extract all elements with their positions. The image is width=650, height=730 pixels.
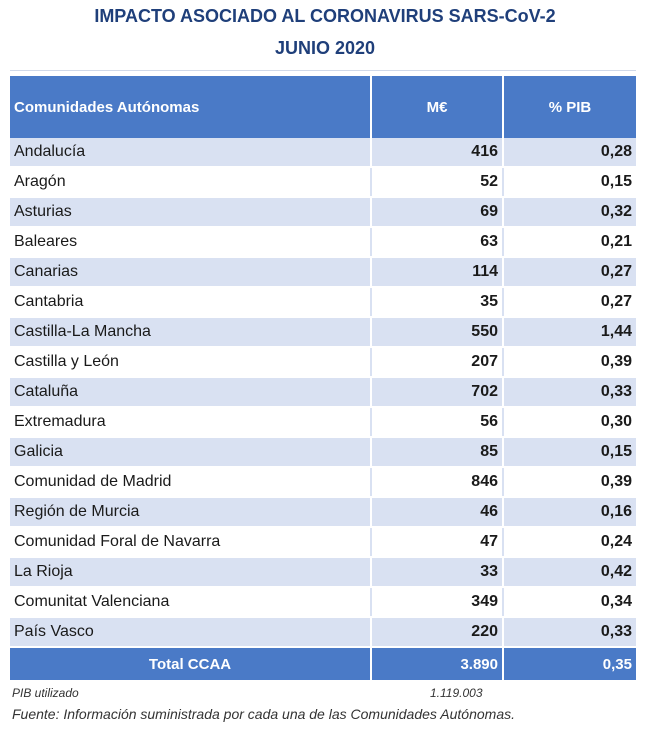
table-row: Cantabria 35 0,27 [10,287,636,318]
divider [10,70,636,71]
row-region: Castilla-La Mancha [10,317,372,348]
row-pib: 0,27 [503,257,636,288]
row-amount: 416 [371,138,504,168]
page-subtitle: JUNIO 2020 [274,38,376,58]
table-row: Comunidad Foral de Navarra 47 0,24 [10,527,636,558]
total-label: Total CCAA [10,647,372,680]
row-amount: 47 [371,527,504,558]
pib-label: PIB utilizado [12,686,79,700]
row-region: Comunidad Foral de Navarra [10,527,372,558]
table-row: Andalucía 416 0,28 [10,138,636,168]
row-pib: 0,24 [503,527,636,558]
row-region: Castilla y León [10,347,372,378]
table-row: Aragón 52 0,15 [10,167,636,198]
row-region: Aragón [10,167,372,198]
row-pib: 1,44 [503,317,636,348]
row-pib: 0,16 [503,497,636,528]
row-pib: 0,34 [503,587,636,618]
row-pib: 0,39 [503,467,636,498]
table-header-row: Comunidades Autónomas M€ % PIB [10,76,636,138]
table-row: La Rioja 33 0,42 [10,557,636,588]
row-amount: 702 [371,377,504,408]
row-region: Canarias [10,257,372,288]
row-region: Cantabria [10,287,372,318]
row-amount: 85 [371,437,504,468]
row-amount: 550 [371,317,504,348]
row-region: Andalucía [10,138,372,168]
total-amount: 3.890 [371,647,504,680]
table-row: Castilla-La Mancha 550 1,44 [10,317,636,348]
row-pib: 0,28 [503,138,636,168]
row-pib: 0,21 [503,227,636,258]
row-amount: 56 [371,407,504,438]
source-note: Fuente: Información suministrada por cad… [12,706,515,722]
row-amount: 33 [371,557,504,588]
row-pib: 0,32 [503,197,636,228]
header-region: Comunidades Autónomas [10,76,372,138]
row-amount: 35 [371,287,504,318]
row-amount: 69 [371,197,504,228]
row-pib: 0,27 [503,287,636,318]
table-row: Extremadura 56 0,30 [10,407,636,438]
table-row: Galicia 85 0,15 [10,437,636,468]
pib-value: 1.119.003 [430,686,483,700]
table-row: País Vasco 220 0,33 [10,617,636,648]
table-row: Asturias 69 0,32 [10,197,636,228]
row-region: País Vasco [10,617,372,648]
row-amount: 114 [371,257,504,288]
row-region: Extremadura [10,407,372,438]
total-pib: 0,35 [503,647,636,680]
row-region: Cataluña [10,377,372,408]
row-region: Región de Murcia [10,497,372,528]
row-region: Baleares [10,227,372,258]
row-amount: 349 [371,587,504,618]
table-row: Cataluña 702 0,33 [10,377,636,408]
row-amount: 46 [371,497,504,528]
row-amount: 846 [371,467,504,498]
row-region: Galicia [10,437,372,468]
row-region: Comunitat Valenciana [10,587,372,618]
row-pib: 0,33 [503,617,636,648]
row-region: La Rioja [10,557,372,588]
table-row: Región de Murcia 46 0,16 [10,497,636,528]
table-row: Comunitat Valenciana 349 0,34 [10,587,636,618]
row-region: Comunidad de Madrid [10,467,372,498]
row-region: Asturias [10,197,372,228]
row-amount: 52 [371,167,504,198]
header-amount: M€ [371,76,504,138]
row-amount: 63 [371,227,504,258]
row-pib: 0,15 [503,167,636,198]
row-pib: 0,39 [503,347,636,378]
data-table: Comunidades Autónomas M€ % PIB Andalucía… [10,76,636,680]
page-title: IMPACTO ASOCIADO AL CORONAVIRUS SARS-CoV… [94,6,556,26]
table-row: Baleares 63 0,21 [10,227,636,258]
table-row: Comunidad de Madrid 846 0,39 [10,467,636,498]
row-amount: 220 [371,617,504,648]
row-pib: 0,15 [503,437,636,468]
table-row: Castilla y León 207 0,39 [10,347,636,378]
row-pib: 0,30 [503,407,636,438]
table-total-row: Total CCAA 3.890 0,35 [10,647,636,680]
row-pib: 0,42 [503,557,636,588]
row-pib: 0,33 [503,377,636,408]
table-row: Canarias 114 0,27 [10,257,636,288]
header-pib: % PIB [503,76,636,138]
row-amount: 207 [371,347,504,378]
